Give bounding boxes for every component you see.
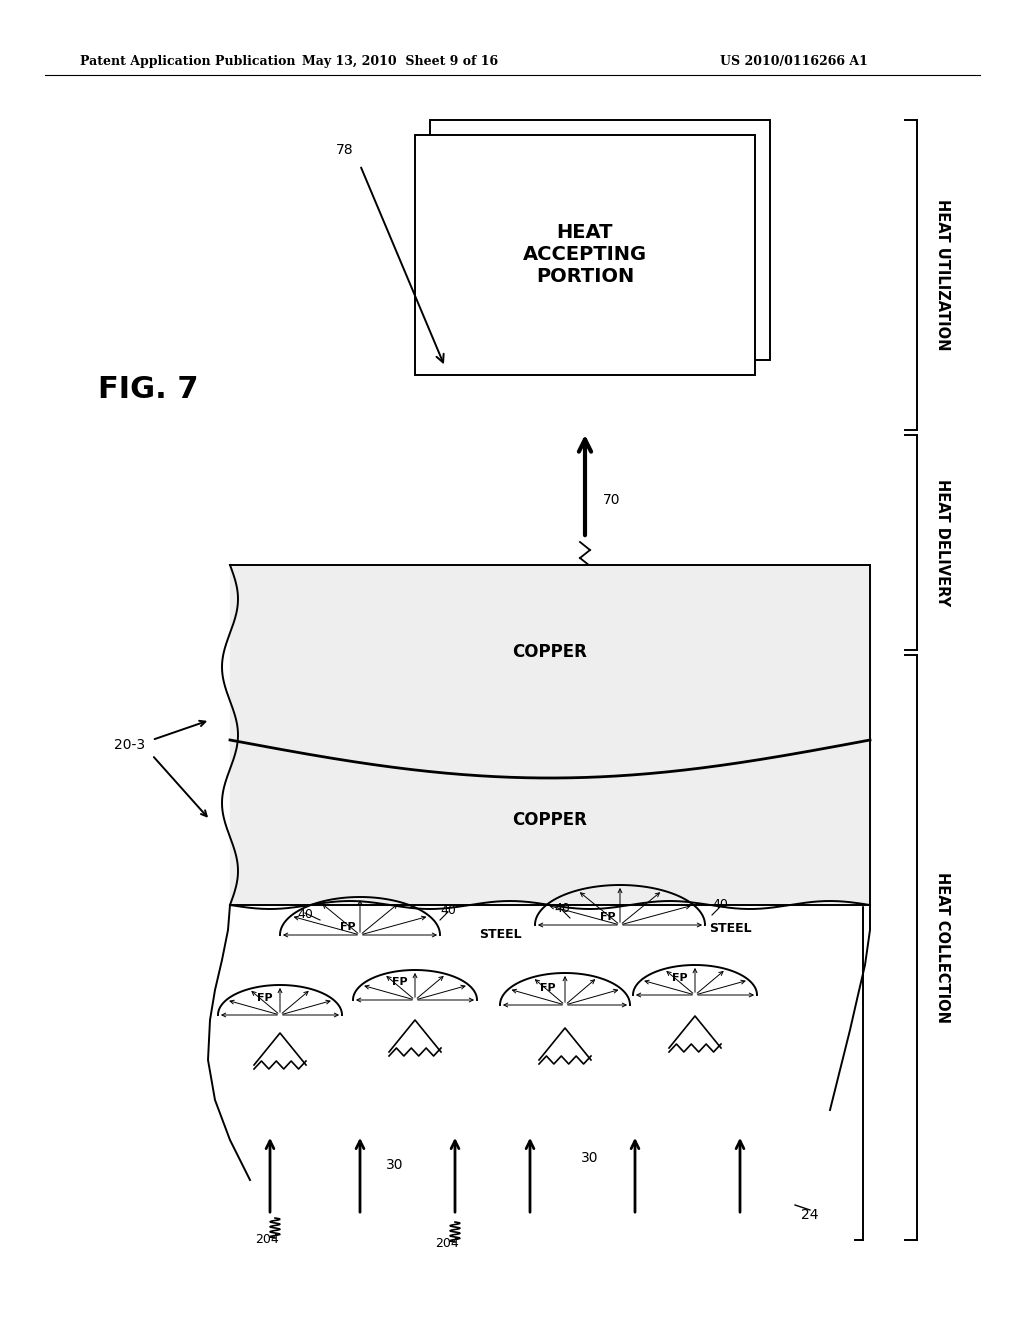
Text: May 13, 2010  Sheet 9 of 16: May 13, 2010 Sheet 9 of 16 xyxy=(302,55,498,69)
Text: FP: FP xyxy=(600,912,615,921)
Text: COPPER: COPPER xyxy=(513,643,588,661)
Text: FP: FP xyxy=(257,993,272,1003)
Text: STEEL: STEEL xyxy=(478,928,521,941)
Text: 70a: 70a xyxy=(238,714,263,726)
Text: FP: FP xyxy=(340,921,355,932)
Text: HEAT COLLECTION: HEAT COLLECTION xyxy=(936,873,950,1023)
Text: US 2010/0116266 A1: US 2010/0116266 A1 xyxy=(720,55,868,69)
Text: 70: 70 xyxy=(603,492,621,507)
Text: HEAT UTILIZATION: HEAT UTILIZATION xyxy=(936,199,950,351)
Text: 70b: 70b xyxy=(238,572,263,585)
Text: 204: 204 xyxy=(435,1237,459,1250)
Text: HEAT DELIVERY: HEAT DELIVERY xyxy=(936,479,950,606)
Text: FIG. 7: FIG. 7 xyxy=(97,375,199,404)
Text: HEAT
ACCEPTING
PORTION: HEAT ACCEPTING PORTION xyxy=(523,223,647,286)
Text: 72: 72 xyxy=(238,642,255,655)
Text: 40: 40 xyxy=(297,908,313,921)
Text: COPPER: COPPER xyxy=(513,810,588,829)
Text: FP: FP xyxy=(672,973,688,983)
Text: FP: FP xyxy=(392,977,408,987)
Text: FP: FP xyxy=(541,983,556,993)
Bar xyxy=(415,135,755,375)
Text: 204: 204 xyxy=(255,1233,279,1246)
Text: Patent Application Publication: Patent Application Publication xyxy=(80,55,296,69)
Polygon shape xyxy=(230,565,870,906)
Text: 24: 24 xyxy=(801,1208,819,1222)
Text: 30: 30 xyxy=(386,1158,403,1172)
Bar xyxy=(430,120,770,360)
Text: 40: 40 xyxy=(440,903,456,916)
Text: 30: 30 xyxy=(582,1151,599,1166)
Text: 40: 40 xyxy=(554,902,570,915)
Text: 40: 40 xyxy=(712,899,728,912)
Text: STEEL: STEEL xyxy=(709,921,752,935)
Text: 20-3: 20-3 xyxy=(115,738,145,752)
Text: 78: 78 xyxy=(336,143,354,157)
